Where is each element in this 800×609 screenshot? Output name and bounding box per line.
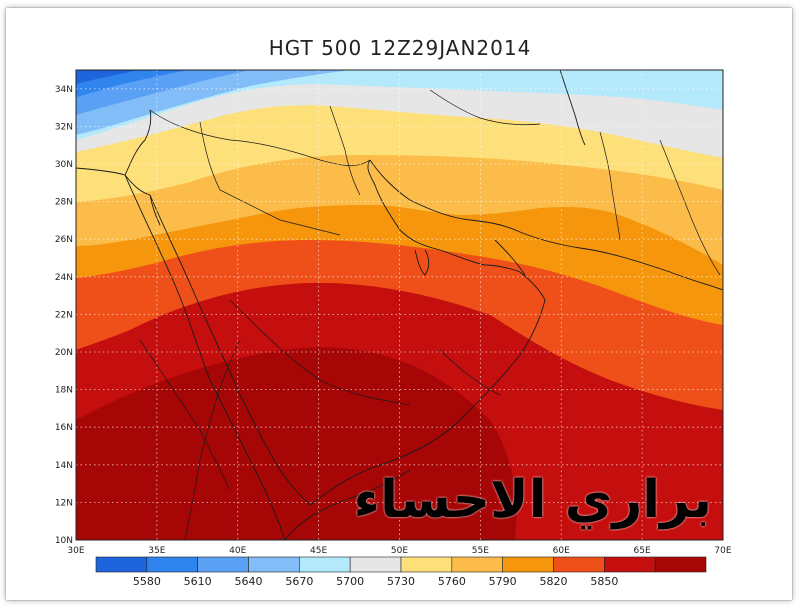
band-above-5850 bbox=[76, 347, 517, 540]
colorbar-level-label: 5730 bbox=[387, 575, 415, 588]
colorbar-level-label: 5850 bbox=[590, 575, 619, 588]
coastlines bbox=[76, 70, 723, 540]
colorbar-swatch bbox=[502, 556, 554, 573]
lat-tick-label: 34N bbox=[55, 85, 73, 95]
colorbar-level-label: 5610 bbox=[183, 575, 212, 588]
colorbar-level-label: 5820 bbox=[539, 575, 568, 588]
colorbar-swatch bbox=[349, 556, 402, 573]
colorbar-level-label: 5640 bbox=[234, 575, 263, 588]
lon-tick-label: 30E bbox=[67, 546, 84, 556]
graticule bbox=[76, 70, 723, 540]
lat-tick-label: 18N bbox=[55, 386, 73, 396]
colorbar-swatch bbox=[299, 556, 351, 573]
colorbar bbox=[95, 556, 707, 573]
colorbar-swatch bbox=[553, 556, 605, 573]
lon-tick-label: 65E bbox=[634, 546, 651, 556]
lon-tick-label: 70E bbox=[714, 546, 731, 556]
lat-tick-label: 10N bbox=[55, 536, 73, 546]
lon-tick-label: 35E bbox=[148, 546, 165, 556]
lon-tick-label: 55E bbox=[472, 546, 489, 556]
height-field bbox=[76, 70, 723, 540]
watermark-text: براري الاحساء bbox=[353, 470, 712, 530]
lat-tick-label: 32N bbox=[55, 122, 73, 132]
colorbar-level-label: 5760 bbox=[437, 575, 466, 588]
lat-tick-label: 14N bbox=[55, 461, 73, 471]
latitude-tick-labels: 10N 12N 14N 16N 18N 20N 22N 24N 26N 28N 30N 32N 34N bbox=[55, 85, 73, 546]
lat-tick-label: 28N bbox=[55, 198, 73, 208]
colorbar-swatch bbox=[604, 556, 656, 573]
lat-tick-label: 26N bbox=[55, 235, 73, 245]
colorbar-swatch bbox=[400, 556, 453, 573]
longitude-tick-labels: 30E 35E 40E 45E 50E 55E 60E 65E 70E bbox=[67, 546, 731, 556]
lon-tick-label: 45E bbox=[310, 546, 327, 556]
lat-tick-label: 24N bbox=[55, 273, 73, 283]
lat-tick-label: 30N bbox=[55, 160, 73, 170]
map-title: HGT 500 12Z29JAN2014 bbox=[268, 36, 532, 60]
colorbar-swatch bbox=[95, 556, 148, 573]
colorbar-swatch bbox=[654, 556, 707, 573]
plot-frame bbox=[75, 69, 724, 541]
colorbar-swatch bbox=[248, 556, 300, 573]
colorbar-level-label: 5580 bbox=[132, 575, 161, 588]
lat-tick-label: 16N bbox=[55, 423, 73, 433]
lon-tick-label: 60E bbox=[553, 546, 570, 556]
colorbar-level-label: 5790 bbox=[488, 575, 517, 588]
colorbar-swatch bbox=[451, 556, 503, 573]
lat-tick-label: 20N bbox=[55, 348, 73, 358]
lon-tick-label: 50E bbox=[391, 546, 408, 556]
lon-tick-label: 40E bbox=[229, 546, 246, 556]
colorbar-level-label: 5670 bbox=[285, 575, 314, 588]
lat-tick-label: 12N bbox=[55, 498, 73, 508]
lat-tick-label: 22N bbox=[55, 310, 73, 320]
colorbar-level-label: 5700 bbox=[336, 575, 365, 588]
colorbar-swatch bbox=[146, 556, 198, 573]
colorbar-swatch bbox=[197, 556, 249, 573]
band-below-5580 bbox=[76, 70, 140, 84]
